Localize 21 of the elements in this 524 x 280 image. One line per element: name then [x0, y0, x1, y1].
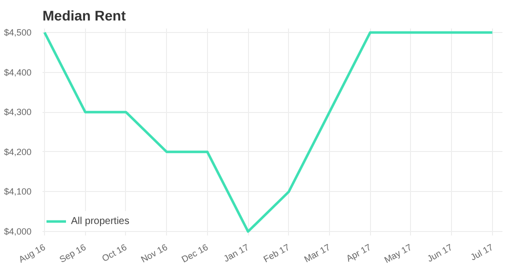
x-tick-label: Sep 16	[58, 242, 88, 265]
x-tick-label: Mar 17	[302, 242, 332, 264]
x-tick-label: Feb 17	[262, 242, 292, 264]
y-tick-label: $4,100	[4, 186, 32, 197]
x-tick-label: May 17	[382, 242, 414, 266]
x-tick-label: Jul 17	[468, 242, 495, 262]
x-tick-label: Jan 17	[222, 242, 250, 264]
x-tick-label: Oct 16	[100, 242, 128, 264]
x-tick-label: Jun 17	[426, 242, 454, 264]
y-tick-label: $4,500	[4, 27, 32, 38]
y-tick-label: $4,000	[4, 226, 32, 237]
legend-label: All properties	[71, 216, 130, 226]
x-tick-label: Dec 16	[180, 242, 210, 265]
y-tick-label: $4,200	[4, 146, 32, 157]
chart-title: Median Rent	[42, 8, 126, 24]
x-tick-label: Apr 17	[344, 242, 373, 264]
line-series	[43, 31, 494, 233]
x-tick-label: Aug 16	[17, 242, 47, 265]
x-tick-label: Nov 16	[139, 242, 170, 265]
y-tick-label: $4,400	[4, 67, 32, 78]
y-tick-label: $4,300	[4, 107, 32, 118]
